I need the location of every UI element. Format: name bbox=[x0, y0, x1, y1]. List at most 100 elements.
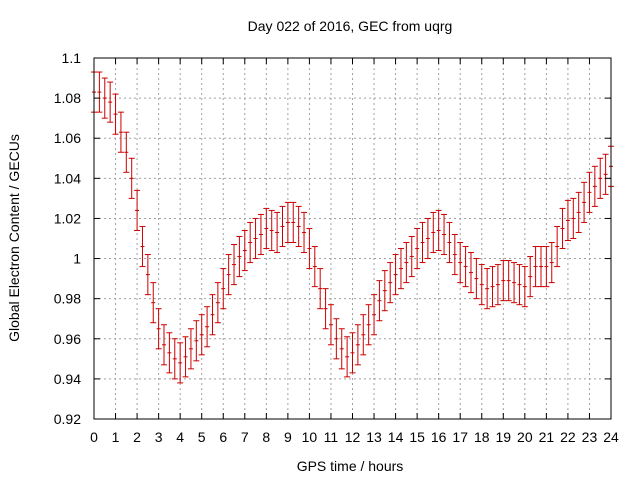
x-tick-label: 21 bbox=[539, 429, 555, 445]
data-point bbox=[414, 227, 421, 270]
data-point bbox=[371, 294, 378, 336]
data-point bbox=[424, 217, 431, 260]
x-axis-label: GPS time / hours bbox=[297, 458, 404, 474]
x-tick-label: 12 bbox=[345, 429, 361, 445]
data-point bbox=[327, 304, 334, 346]
data-point bbox=[537, 246, 544, 288]
data-point bbox=[187, 328, 194, 370]
y-tick-label: 0.94 bbox=[54, 371, 81, 387]
data-point bbox=[150, 282, 157, 324]
data-point bbox=[511, 262, 518, 304]
data-point bbox=[306, 227, 313, 270]
data-point bbox=[214, 282, 221, 324]
data-point bbox=[548, 242, 555, 284]
data-point bbox=[236, 235, 243, 278]
y-tick-label: 1.06 bbox=[54, 130, 81, 146]
y-axis-label: Global Electron Content / GECUs bbox=[6, 134, 22, 342]
y-tick-label: 1.1 bbox=[62, 50, 82, 66]
data-point bbox=[247, 221, 254, 264]
data-point bbox=[441, 213, 448, 256]
y-tick-label: 0.92 bbox=[54, 411, 81, 427]
data-point bbox=[408, 235, 415, 278]
data-point bbox=[177, 342, 184, 384]
data-point bbox=[96, 71, 103, 113]
data-point bbox=[516, 264, 523, 306]
data-point bbox=[171, 338, 178, 380]
x-tick-label: 8 bbox=[262, 429, 270, 445]
y-tick-label: 1 bbox=[73, 251, 81, 267]
data-point bbox=[344, 336, 351, 378]
data-point bbox=[462, 246, 469, 288]
x-tick-label: 18 bbox=[474, 429, 490, 445]
x-tick-label: 7 bbox=[241, 429, 249, 445]
data-point bbox=[198, 314, 205, 356]
x-tick-label: 5 bbox=[198, 429, 206, 445]
data-point bbox=[241, 229, 248, 272]
x-tick-label: 2 bbox=[133, 429, 141, 445]
x-tick-labels: 0 1 2 3 4 5 6 7 8 9 10 11 12 13 14 15 16 17 18 19 20 21 22 23 24 bbox=[90, 429, 619, 445]
data-point bbox=[134, 189, 141, 231]
data-point bbox=[435, 209, 442, 252]
data-point bbox=[284, 201, 291, 244]
data-point bbox=[225, 254, 232, 296]
data-point bbox=[467, 252, 474, 294]
data-point bbox=[290, 201, 297, 244]
data-point bbox=[543, 246, 550, 288]
data-point bbox=[494, 264, 501, 306]
data-point bbox=[484, 268, 491, 310]
data-point bbox=[279, 205, 286, 248]
data-point bbox=[123, 131, 130, 173]
y-tick-label: 1.04 bbox=[54, 170, 81, 186]
data-point bbox=[365, 304, 372, 346]
x-tick-label: 15 bbox=[409, 429, 425, 445]
data-point bbox=[128, 157, 135, 199]
data-point bbox=[112, 93, 119, 135]
data-point bbox=[360, 314, 367, 356]
data-point bbox=[559, 207, 566, 250]
data-point bbox=[161, 324, 168, 366]
data-point bbox=[457, 242, 464, 284]
data-point bbox=[209, 294, 216, 336]
data-point bbox=[430, 211, 437, 254]
x-tick-label: 9 bbox=[284, 429, 292, 445]
data-point bbox=[478, 264, 485, 306]
y-tick-labels: 0.92 0.94 0.96 0.98 1 1.02 1.04 1.06 1.08 1.1 bbox=[54, 50, 81, 427]
data-point bbox=[317, 268, 324, 310]
data-point bbox=[263, 207, 270, 250]
data-point bbox=[182, 336, 189, 378]
data-point bbox=[419, 221, 426, 264]
axis-ticks bbox=[93, 57, 612, 420]
grid-lines bbox=[94, 58, 611, 419]
data-point bbox=[387, 262, 394, 304]
data-point bbox=[570, 197, 577, 239]
data-point bbox=[354, 324, 361, 366]
x-tick-label: 0 bbox=[90, 429, 98, 445]
data-point bbox=[204, 306, 211, 348]
data-point bbox=[532, 246, 539, 288]
data-point bbox=[446, 221, 453, 264]
data-point bbox=[101, 77, 108, 119]
data-point bbox=[220, 268, 227, 310]
data-point bbox=[117, 111, 124, 153]
data-point bbox=[564, 199, 571, 242]
data-point bbox=[597, 157, 604, 199]
data-point bbox=[311, 246, 318, 288]
data-point bbox=[166, 332, 173, 374]
data-point bbox=[257, 213, 264, 256]
data-point bbox=[107, 81, 114, 123]
data-point bbox=[231, 244, 238, 286]
x-tick-label: 3 bbox=[155, 429, 163, 445]
y-tick-label: 0.98 bbox=[54, 291, 81, 307]
x-tick-label: 1 bbox=[112, 429, 120, 445]
x-tick-label: 10 bbox=[302, 429, 318, 445]
x-tick-label: 4 bbox=[176, 429, 184, 445]
x-tick-label: 17 bbox=[452, 429, 468, 445]
data-point bbox=[505, 260, 512, 302]
data-point bbox=[602, 153, 609, 195]
x-tick-label: 14 bbox=[388, 429, 404, 445]
x-tick-label: 22 bbox=[560, 429, 576, 445]
x-tick-label: 11 bbox=[324, 429, 339, 445]
x-tick-label: 6 bbox=[219, 429, 227, 445]
x-tick-label: 20 bbox=[517, 429, 533, 445]
